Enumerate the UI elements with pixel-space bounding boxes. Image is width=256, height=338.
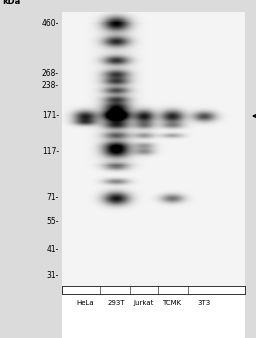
Text: 293T: 293T bbox=[107, 300, 125, 306]
Text: 460-: 460- bbox=[42, 19, 59, 27]
Text: Jurkat: Jurkat bbox=[134, 300, 154, 306]
Text: 31-: 31- bbox=[47, 271, 59, 281]
Text: 268-: 268- bbox=[42, 70, 59, 78]
Text: 117-: 117- bbox=[42, 146, 59, 155]
Text: 41-: 41- bbox=[47, 245, 59, 255]
Text: 71-: 71- bbox=[47, 193, 59, 202]
Text: 238-: 238- bbox=[42, 80, 59, 90]
Text: 171-: 171- bbox=[42, 112, 59, 121]
Text: HeLa: HeLa bbox=[76, 300, 94, 306]
Text: 3T3: 3T3 bbox=[197, 300, 211, 306]
Text: 55-: 55- bbox=[47, 217, 59, 226]
Text: kDa: kDa bbox=[2, 0, 20, 6]
Text: TCMK: TCMK bbox=[163, 300, 182, 306]
